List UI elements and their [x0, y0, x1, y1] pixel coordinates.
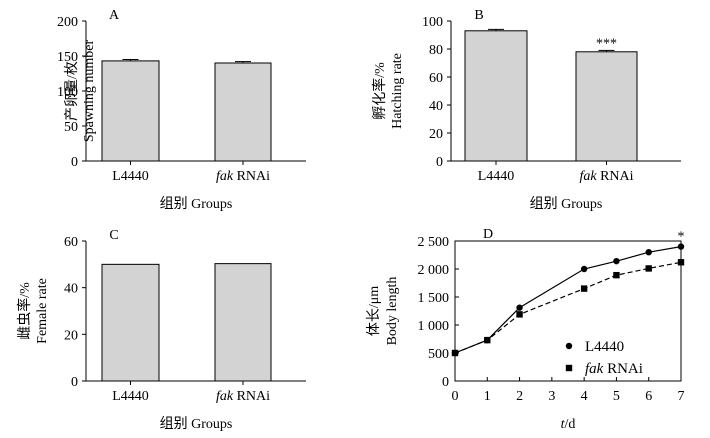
y-tick-label: 20	[429, 127, 443, 142]
data-point	[645, 249, 652, 256]
x-axis-label: 组别 Groups	[160, 416, 233, 432]
x-tick-label: L4440	[478, 169, 515, 184]
y-tick-label: 60	[64, 235, 78, 250]
bar	[101, 60, 160, 162]
panel-a: 0 50 100 150 200 A L4440 fak RNAi 组别 Groups 产卵量/枚…	[57, 8, 306, 212]
data-point	[677, 259, 685, 266]
y-tick-label: 0	[71, 155, 78, 170]
x-tick-label: 5	[613, 389, 620, 404]
bar	[575, 51, 638, 162]
significance-label: *	[678, 230, 685, 245]
x-axis-label: t/d	[561, 417, 576, 432]
x-tick-label: L4440	[112, 169, 149, 184]
y-tick-label: 60	[429, 71, 443, 86]
y-tick-label: 50	[64, 120, 78, 135]
x-tick-label: 3	[548, 389, 555, 404]
y-axis-label-cn: 雌虫率/%	[16, 282, 33, 340]
y-tick-label: 80	[429, 43, 443, 58]
bar	[214, 62, 272, 162]
y-tick-label: 40	[429, 99, 443, 114]
data-point	[580, 285, 588, 292]
y-tick-label: 1 000	[418, 319, 450, 334]
y-axis-label-cn: 体长/μm	[366, 286, 382, 336]
y-tick-label: 2 500	[418, 235, 450, 250]
y-tick-label: 100	[57, 85, 78, 100]
panel-letter: C	[109, 228, 118, 243]
panel-b: 0 20 40 60 80 100 B L4440 fak RNAi *** 组别 Groups 孵化…	[371, 8, 681, 212]
y-tick-label: 500	[428, 347, 449, 362]
bar	[214, 263, 272, 382]
y-tick-label: 200	[57, 15, 78, 30]
y-axis-label-en: Female rate	[35, 278, 50, 344]
x-tick-label: 1	[484, 389, 491, 404]
y-tick-label: 0	[442, 375, 449, 390]
y-tick-label: 100	[422, 15, 443, 30]
x-axis-label: 组别 Groups	[530, 196, 603, 212]
bar	[464, 30, 528, 162]
y-axis-label-cn: 孵化率/%	[371, 62, 388, 120]
x-tick-label: fak RNAi	[216, 169, 270, 184]
x-tick-label: 0	[452, 389, 459, 404]
y-axis-label-en: Spawning number	[82, 40, 97, 143]
legend: L4440 fak RNAi	[565, 339, 643, 377]
data-point	[677, 243, 685, 250]
panel-c: 0 20 40 60 C L4440 fak RNAi 组别 Groups 雌虫率/% Femal…	[16, 228, 306, 432]
y-tick-label: 2 000	[418, 263, 450, 278]
y-axis-label-en: Hatching rate	[390, 53, 405, 129]
legend-label: fak RNAi	[585, 361, 643, 377]
y-axis-label-cn: 产卵量/枚	[64, 61, 80, 121]
panel-letter: A	[109, 8, 120, 23]
panel-letter: B	[474, 8, 483, 23]
x-axis-label: 组别 Groups	[160, 196, 233, 212]
panel-d: 0 500 1 000 1 500 2 000 2 500 0 1 2 3 4 5 6 7 D * L4440 f…	[366, 227, 685, 432]
data-point	[516, 304, 523, 311]
data-point	[516, 311, 523, 318]
legend-marker	[565, 342, 573, 350]
legend-marker	[565, 364, 573, 372]
x-tick-label: fak RNAi	[579, 169, 633, 184]
x-tick-label: 7	[678, 389, 685, 404]
significance-label: ***	[596, 36, 617, 51]
data-point	[580, 265, 588, 273]
x-tick-label: 4	[581, 389, 588, 404]
x-tick-label: 2	[516, 389, 523, 404]
y-tick-label: 0	[436, 155, 443, 170]
x-tick-label: fak RNAi	[216, 389, 270, 404]
plot-frame	[454, 240, 682, 382]
y-axis-label-en: Body length	[385, 277, 400, 346]
x-tick-label: 6	[645, 389, 652, 404]
y-tick-label: 40	[64, 282, 78, 297]
y-tick-label: 0	[71, 375, 78, 390]
data-point	[645, 265, 652, 272]
data-point	[484, 336, 491, 344]
y-tick-label: 1 500	[418, 291, 450, 306]
y-tick-label: 20	[64, 328, 78, 343]
bar	[101, 263, 160, 382]
data-point	[613, 271, 620, 279]
x-tick-label: L4440	[112, 389, 149, 404]
data-point	[451, 349, 459, 357]
panel-letter: D	[483, 227, 493, 242]
y-tick-label: 150	[57, 50, 78, 65]
legend-label: L4440	[585, 339, 624, 355]
data-point	[613, 257, 620, 265]
